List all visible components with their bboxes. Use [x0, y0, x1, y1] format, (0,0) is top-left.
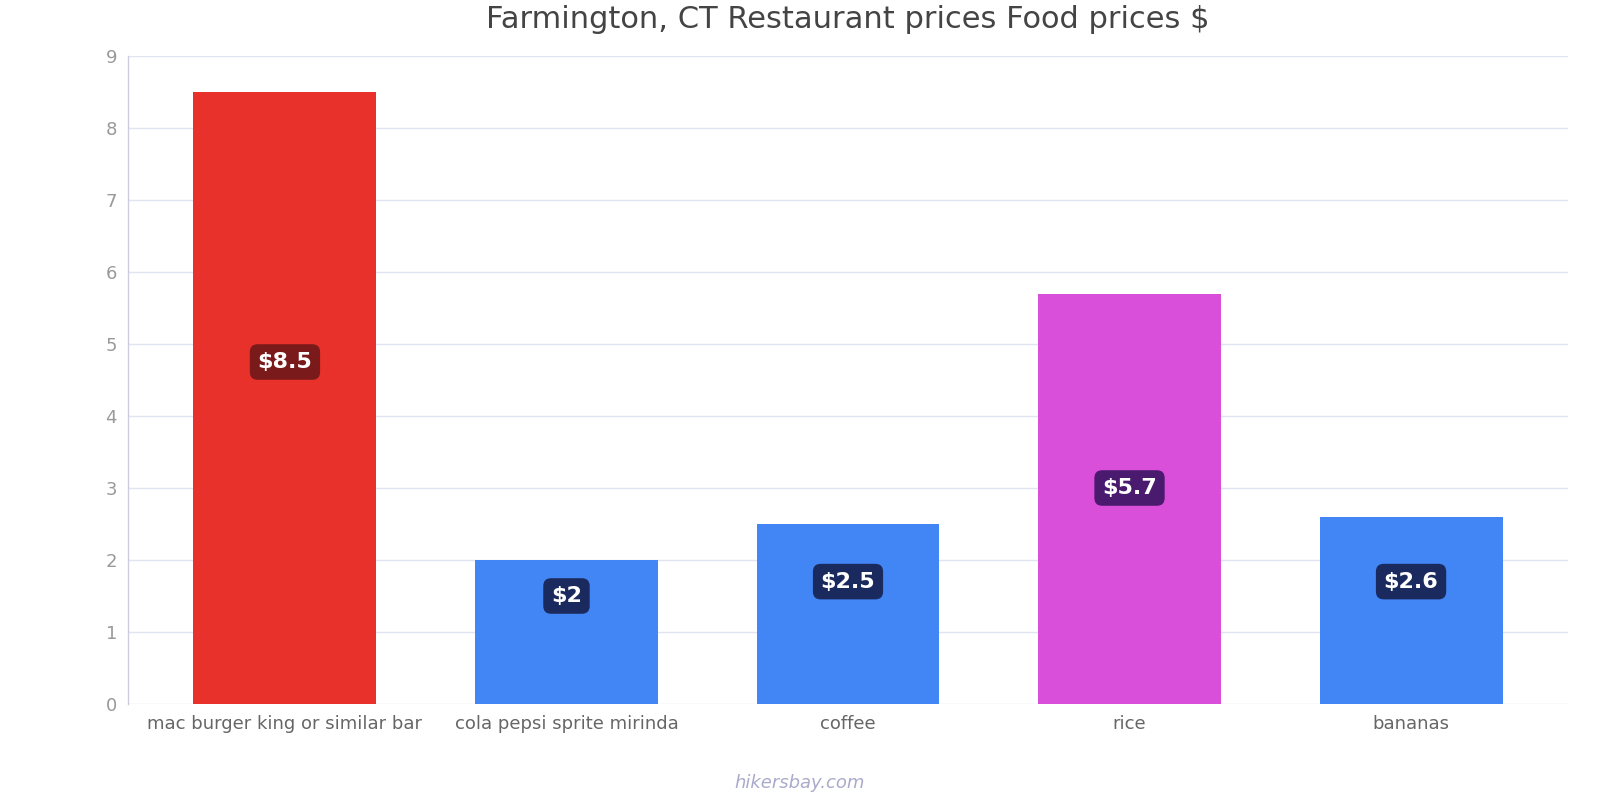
Bar	[1038, 294, 1221, 704]
Text: $8.5: $8.5	[258, 352, 312, 372]
Title: Farmington, CT Restaurant prices Food prices $: Farmington, CT Restaurant prices Food pr…	[486, 6, 1210, 34]
Bar	[475, 560, 658, 704]
Text: $2.5: $2.5	[821, 571, 875, 592]
Bar	[194, 92, 376, 704]
Text: $2: $2	[550, 586, 582, 606]
Bar	[757, 524, 939, 704]
Text: hikersbay.com: hikersbay.com	[734, 774, 866, 792]
Text: $2.6: $2.6	[1384, 571, 1438, 592]
Bar	[1320, 517, 1502, 704]
Text: $5.7: $5.7	[1102, 478, 1157, 498]
